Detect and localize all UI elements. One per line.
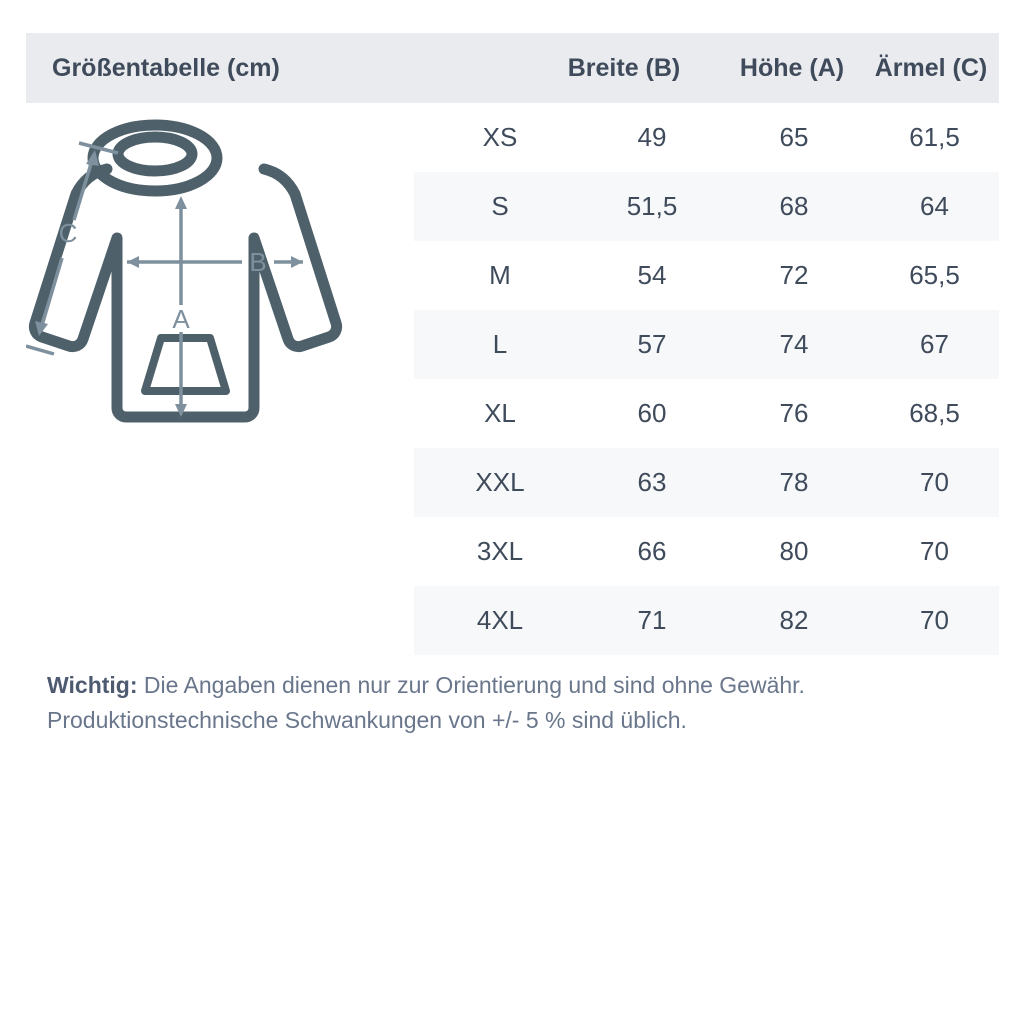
hoodie-icon <box>28 119 343 423</box>
table-row: S 51,5 68 64 <box>414 172 999 241</box>
cell-size: 3XL <box>476 536 524 566</box>
cell-breite: 54 <box>637 260 667 290</box>
table-row: XS 49 65 61,5 <box>414 103 999 172</box>
note-line-2: Produktionstechnische Schwankungen von +… <box>47 707 687 733</box>
cell-breite: 51,5 <box>626 191 678 221</box>
table-row: M 54 72 65,5 <box>414 241 999 310</box>
cell-breite: 63 <box>637 467 667 497</box>
cell-aermel: 65,5 <box>909 260 960 290</box>
page-title: Größentabelle (cm) <box>52 54 280 82</box>
cell-size: XXL <box>475 467 525 497</box>
hoodie-diagram: B A C <box>26 110 414 460</box>
label-a: A <box>172 304 190 334</box>
cell-size: 4XL <box>476 605 524 635</box>
cell-aermel: 67 <box>920 329 949 359</box>
important-note: Wichtig: Die Angaben dienen nur zur Orie… <box>47 668 987 738</box>
arrow-head-b-left <box>127 256 139 268</box>
arrow-head-c-top <box>86 150 99 166</box>
cell-hoehe: 72 <box>779 260 809 290</box>
size-table-body: XS 49 65 61,5 S 51,5 68 64 M 54 72 65,5 … <box>414 103 999 655</box>
dimension-labels: B A C <box>59 218 267 334</box>
cell-breite: 66 <box>637 536 667 566</box>
arrow-head-a-top <box>175 196 187 209</box>
table-row: 3XL 66 80 70 <box>414 517 999 586</box>
cell-size: XS <box>482 122 518 152</box>
table-row: 4XL 71 82 70 <box>414 586 999 655</box>
cell-size: S <box>491 191 509 221</box>
cell-aermel: 70 <box>920 467 949 497</box>
cell-hoehe: 74 <box>779 329 809 359</box>
arrow-head-c-bottom <box>35 321 48 336</box>
cell-hoehe: 80 <box>779 536 809 566</box>
column-header-breite: Breite (B) <box>567 54 681 82</box>
cell-hoehe: 68 <box>779 191 809 221</box>
cell-breite: 71 <box>637 605 667 635</box>
label-b: B <box>249 247 266 277</box>
cell-size: M <box>489 260 511 290</box>
table-row: L 57 74 67 <box>414 310 999 379</box>
note-label: Wichtig: <box>47 672 138 698</box>
cell-aermel: 64 <box>920 191 949 221</box>
cell-aermel: 70 <box>920 605 949 635</box>
cell-hoehe: 65 <box>779 122 809 152</box>
cell-hoehe: 82 <box>779 605 809 635</box>
cell-size: L <box>492 329 508 359</box>
column-header-aermel: Ärmel (C) <box>874 54 988 82</box>
table-row: XL 60 76 68,5 <box>414 379 999 448</box>
cell-aermel: 70 <box>920 536 949 566</box>
table-header-band: Größentabelle (cm) Breite (B) Höhe (A) Ä… <box>26 33 999 103</box>
cell-hoehe: 78 <box>779 467 809 497</box>
column-header-hoehe: Höhe (A) <box>739 54 845 82</box>
label-c: C <box>59 218 78 248</box>
note-line-1: Die Angaben dienen nur zur Orientierung … <box>137 672 805 698</box>
dimension-lines <box>26 141 303 417</box>
cell-hoehe: 76 <box>779 398 809 428</box>
arrow-head-b-right <box>291 256 303 268</box>
cell-size: XL <box>484 398 516 428</box>
dimension-line-c <box>72 153 96 221</box>
cell-breite: 60 <box>637 398 667 428</box>
cell-aermel: 68,5 <box>909 398 960 428</box>
table-row: XXL 63 78 70 <box>414 448 999 517</box>
cell-breite: 49 <box>637 122 667 152</box>
cell-aermel: 61,5 <box>909 122 960 152</box>
cell-breite: 57 <box>637 329 667 359</box>
arrow-head-a-bottom <box>175 404 187 417</box>
